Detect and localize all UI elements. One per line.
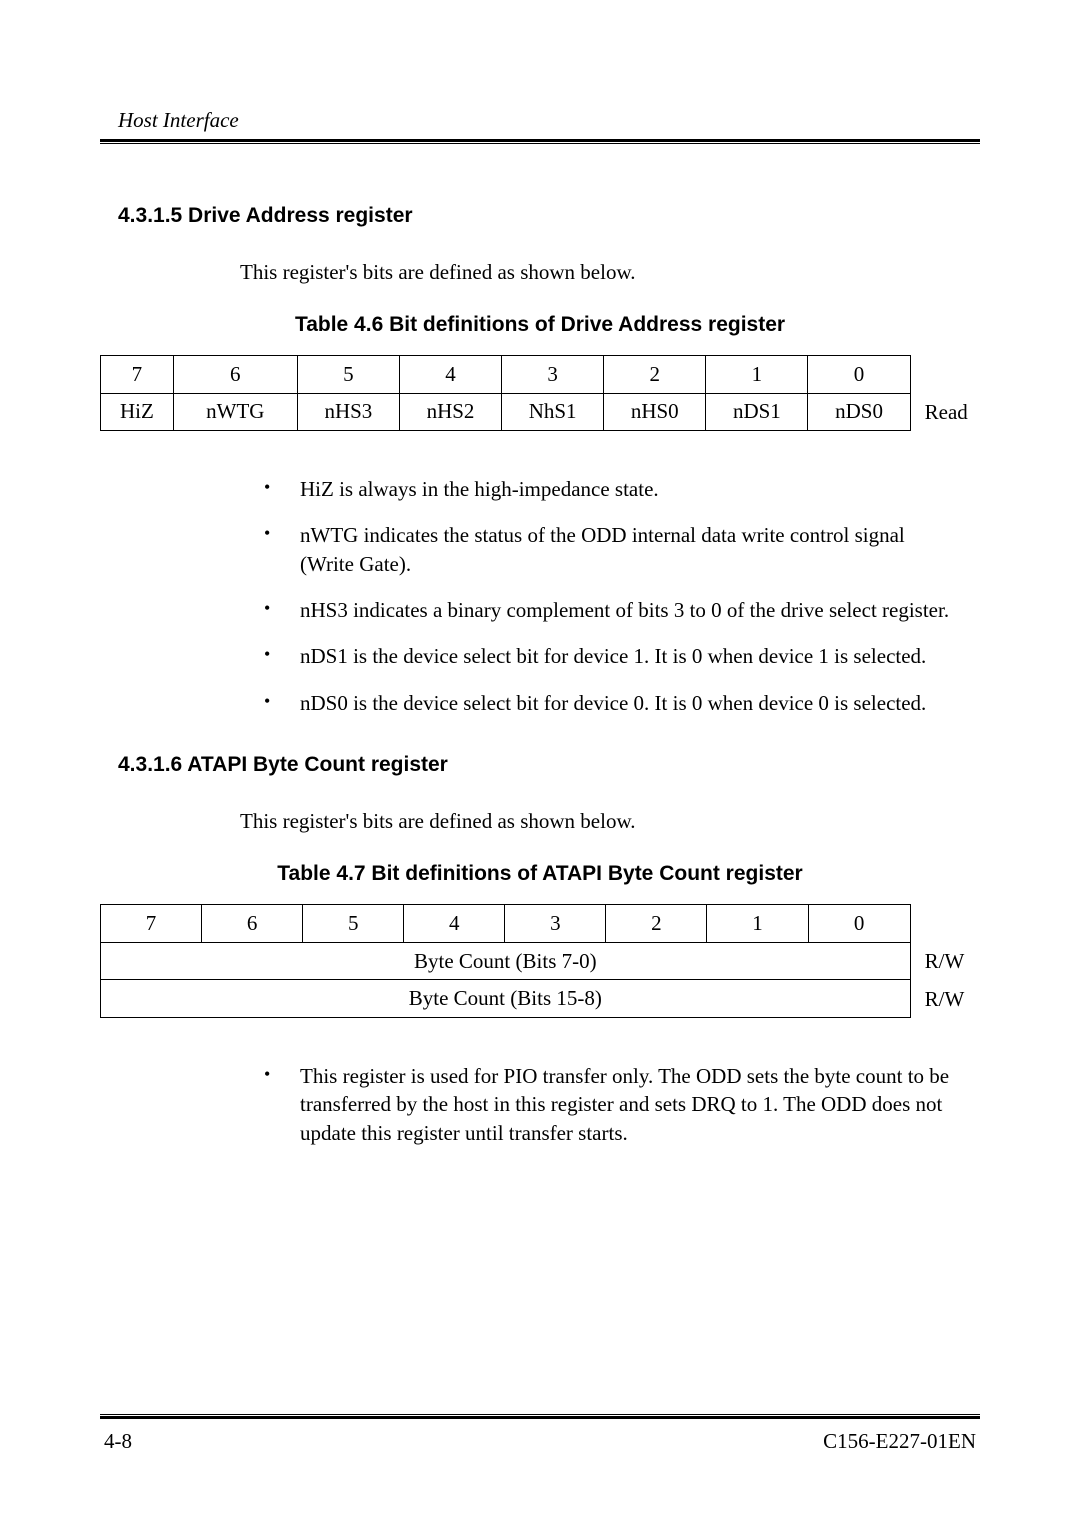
bit-number-cell: 7 [101, 356, 174, 394]
section2-bullets: This register is used for PIO transfer o… [260, 1062, 960, 1147]
side-label-blank [925, 355, 980, 393]
bit-name-cell: nDS1 [706, 393, 808, 431]
bit-number-cell: 3 [505, 905, 606, 943]
list-item: nWTG indicates the status of the ODD int… [260, 521, 960, 578]
bit-number-cell: 2 [606, 905, 707, 943]
bit-number-cell: 4 [404, 905, 505, 943]
side-label-rw2: R/W [925, 980, 980, 1018]
bit-number-cell: 7 [101, 905, 202, 943]
section-heading-atapi-byte-count: 4.3.1.6 ATAPI Byte Count register [118, 753, 980, 777]
table-4-7-wrap: 7 6 5 4 3 2 1 0 Byte Count (Bits 7-0) By… [100, 904, 980, 1018]
table-4-6: 7 6 5 4 3 2 1 0 HiZ nWTG nHS3 nHS2 NhS1 … [100, 355, 911, 431]
header-rule-thick [100, 139, 980, 142]
table-4-6-wrap: 7 6 5 4 3 2 1 0 HiZ nWTG nHS3 nHS2 NhS1 … [100, 355, 980, 431]
table-row: Byte Count (Bits 7-0) [101, 942, 911, 980]
bit-number-cell: 2 [604, 356, 706, 394]
bit-name-cell: nHS2 [399, 393, 501, 431]
bit-number-cell: 3 [502, 356, 604, 394]
bit-number-cell: 6 [173, 356, 297, 394]
bit-number-cell: 5 [297, 356, 399, 394]
list-item: nHS3 indicates a binary complement of bi… [260, 596, 960, 624]
table-row: 7 6 5 4 3 2 1 0 [101, 356, 911, 394]
table-4-7: 7 6 5 4 3 2 1 0 Byte Count (Bits 7-0) By… [100, 904, 911, 1018]
list-item: nDS1 is the device select bit for device… [260, 642, 960, 670]
running-header: Host Interface [118, 108, 980, 133]
bit-name-cell: nHS0 [604, 393, 706, 431]
table-caption-4-7: Table 4.7 Bit definitions of ATAPI Byte … [100, 862, 980, 886]
bit-number-cell: 4 [399, 356, 501, 394]
byte-count-row: Byte Count (Bits 15-8) [101, 980, 911, 1018]
section1-intro: This register's bits are defined as show… [240, 260, 980, 285]
list-item: nDS0 is the device select bit for device… [260, 689, 960, 717]
side-label-rw1: R/W [925, 942, 980, 980]
bit-number-cell: 5 [303, 905, 404, 943]
table-4-7-side-label: R/W R/W [911, 904, 980, 1018]
section-heading-drive-address: 4.3.1.5 Drive Address register [118, 204, 980, 228]
section1-bullets: HiZ is always in the high-impedance stat… [260, 475, 960, 717]
table-caption-4-6: Table 4.6 Bit definitions of Drive Addre… [100, 313, 980, 337]
bit-number-cell: 1 [706, 356, 808, 394]
section2-intro: This register's bits are defined as show… [240, 809, 980, 834]
table-row: Byte Count (Bits 15-8) [101, 980, 911, 1018]
bit-name-cell: NhS1 [502, 393, 604, 431]
footer-rule-thin [100, 1414, 980, 1415]
doc-id: C156-E227-01EN [823, 1429, 976, 1454]
bit-number-cell: 1 [707, 905, 808, 943]
byte-count-row: Byte Count (Bits 7-0) [101, 942, 911, 980]
footer-rule-thick [100, 1416, 980, 1419]
bit-name-cell: nWTG [173, 393, 297, 431]
page-number: 4-8 [104, 1429, 132, 1454]
page-footer: 4-8 C156-E227-01EN [100, 1414, 980, 1454]
bit-name-cell: nHS3 [297, 393, 399, 431]
table-row: HiZ nWTG nHS3 nHS2 NhS1 nHS0 nDS1 nDS0 [101, 393, 911, 431]
table-row: 7 6 5 4 3 2 1 0 [101, 905, 911, 943]
table-4-6-side-label: Read [911, 355, 980, 431]
bit-number-cell: 6 [202, 905, 303, 943]
header-rule-thin [100, 143, 980, 144]
bit-name-cell: HiZ [101, 393, 174, 431]
bit-number-cell: 0 [808, 356, 910, 394]
list-item: HiZ is always in the high-impedance stat… [260, 475, 960, 503]
list-item: This register is used for PIO transfer o… [260, 1062, 960, 1147]
side-label-read: Read [925, 393, 980, 431]
side-label-blank [925, 904, 980, 942]
bit-name-cell: nDS0 [808, 393, 910, 431]
bit-number-cell: 0 [808, 905, 910, 943]
